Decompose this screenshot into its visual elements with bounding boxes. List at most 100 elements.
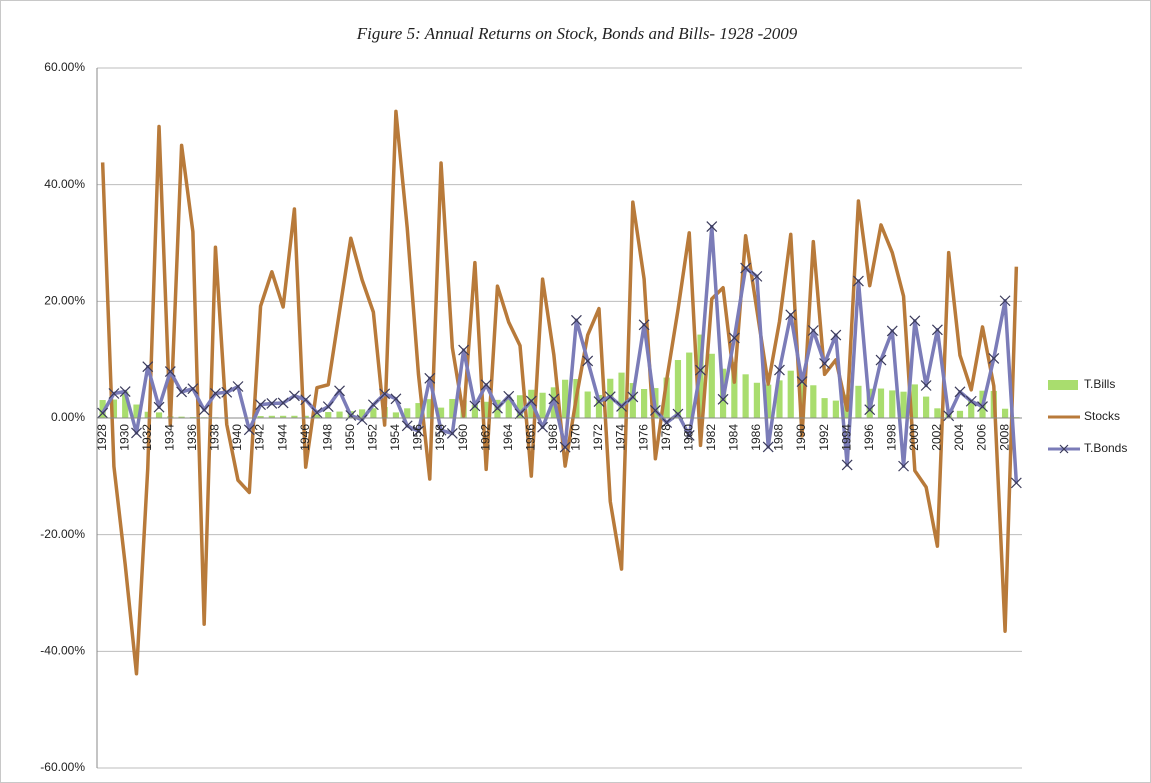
bar (629, 383, 636, 418)
y-tick-label: -60.00% (40, 760, 85, 774)
bar (641, 389, 648, 418)
x-marker (356, 414, 368, 426)
x-tick-label: 1930 (117, 424, 131, 451)
bar (923, 396, 930, 418)
x-marker (559, 441, 571, 453)
bar (313, 414, 321, 418)
bar (178, 416, 185, 418)
bar (144, 411, 151, 418)
x-marker (819, 357, 831, 369)
x-tick-label: 1966 (523, 424, 537, 451)
x-marker (616, 400, 627, 412)
x-marker (999, 295, 1011, 307)
bar (449, 398, 456, 418)
bar (268, 415, 275, 418)
bar (471, 404, 478, 418)
x-marker (176, 386, 188, 398)
x-tick-label: 1956 (411, 424, 425, 451)
x-tick-label: 1968 (546, 424, 560, 451)
bar (336, 411, 343, 418)
x-tick-label: 2008 (997, 424, 1011, 451)
x-tick-label: 1950 (343, 424, 357, 451)
x-marker (1010, 477, 1022, 489)
x-tick-label: 2004 (952, 424, 966, 451)
x-marker (469, 400, 481, 412)
x-tick-label: 1946 (298, 424, 312, 451)
x-tick-label: 1976 (636, 424, 650, 451)
x-tick-label: 1988 (772, 424, 786, 451)
bar (956, 410, 964, 418)
x-tick-label: 2006 (975, 424, 989, 451)
x-tick-label: 1978 (659, 424, 673, 451)
bar (325, 412, 332, 418)
x-marker (164, 366, 176, 377)
bar (110, 399, 118, 418)
x-marker (492, 402, 503, 414)
x-marker (435, 424, 447, 436)
x-marker (322, 401, 334, 413)
x-marker (198, 404, 210, 416)
bar (155, 412, 163, 418)
x-marker (413, 425, 424, 437)
legend-label: T.Bonds (1084, 441, 1127, 455)
x-marker (706, 221, 718, 233)
x-marker (503, 390, 515, 402)
x-marker (446, 428, 458, 439)
x-marker (853, 275, 864, 287)
y-tick-label: 0.00% (51, 410, 85, 424)
x-tick-label: 1948 (320, 424, 334, 451)
x-tick-label: 1964 (501, 424, 515, 451)
x-tick-label: 1998 (884, 424, 898, 451)
x-tick-label: 1974 (614, 424, 628, 451)
x-marker (785, 309, 797, 321)
x-marker (424, 372, 436, 384)
x-marker (683, 430, 695, 441)
bar (968, 400, 975, 418)
bar (1001, 408, 1009, 418)
chart-title: Figure 5: Annual Returns on Stock, Bonds… (356, 24, 798, 43)
x-tick-label: 1954 (388, 424, 402, 451)
x-marker (931, 324, 943, 336)
bar (877, 388, 885, 418)
x-tick-label: 1986 (749, 424, 763, 451)
bar (122, 391, 129, 418)
bar (731, 361, 738, 418)
x-marker (965, 395, 977, 407)
bar (595, 394, 603, 418)
x-marker (638, 319, 650, 331)
legend-marker (1059, 444, 1069, 454)
bar (618, 372, 625, 418)
bar (539, 392, 546, 418)
line-series (100, 109, 1019, 676)
x-marker (695, 364, 706, 376)
bar (133, 404, 140, 418)
x-marker (875, 354, 887, 366)
x-marker (311, 407, 323, 419)
x-marker (717, 393, 729, 405)
bar (798, 373, 806, 418)
x-tick-label: 1962 (478, 424, 492, 451)
x-marker (537, 421, 549, 433)
bar (392, 412, 400, 418)
x-marker (807, 325, 819, 336)
x-marker (898, 460, 909, 472)
x-marker (740, 262, 752, 274)
x-tick-label: 1952 (366, 424, 380, 451)
x-marker (954, 386, 966, 398)
x-marker (243, 424, 255, 436)
x-marker (920, 380, 932, 391)
bar (889, 390, 896, 418)
bar (505, 397, 512, 418)
x-marker (514, 408, 526, 420)
x-marker (604, 391, 616, 403)
bar (742, 374, 749, 418)
x-tick-label: 1970 (569, 424, 583, 451)
bar (674, 360, 682, 418)
x-tick-label: 1928 (95, 424, 109, 451)
x-tick-label: 1932 (140, 424, 154, 451)
bar (787, 370, 794, 418)
x-marker (277, 397, 289, 409)
bar (404, 408, 411, 418)
bar (358, 409, 366, 418)
